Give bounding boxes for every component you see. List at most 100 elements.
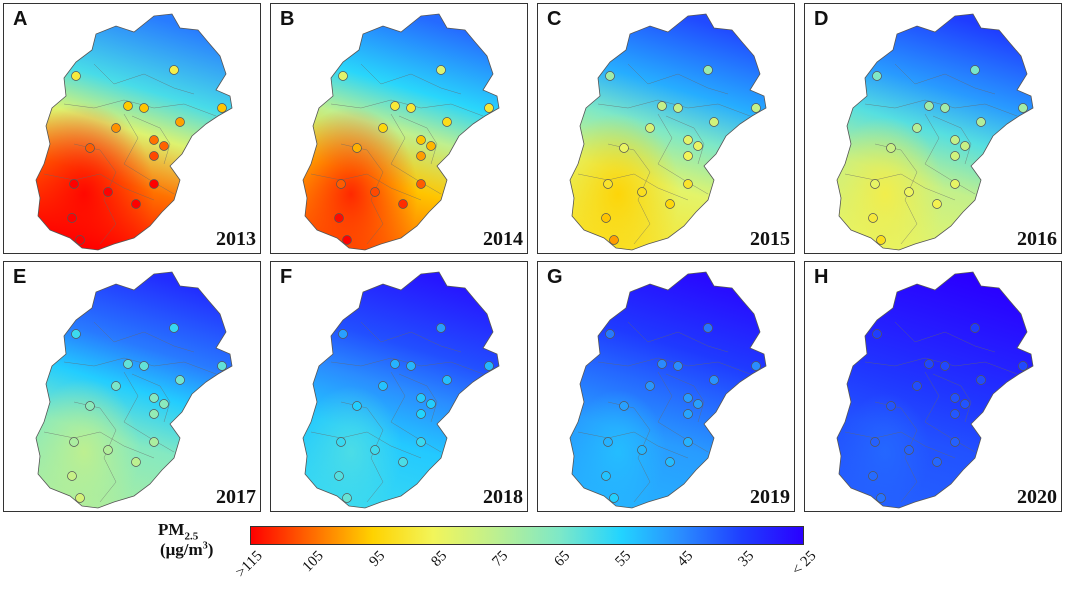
monitoring-site-marker [637,445,647,455]
monitoring-site-marker [940,361,950,371]
scale-tick-label: 55 [612,548,635,570]
monitoring-site-marker [416,409,426,419]
monitoring-site-marker [75,235,85,245]
scale-tick-label: 35 [735,548,758,570]
monitoring-site-marker [334,471,344,481]
monitoring-site-marker [703,65,713,75]
monitoring-site-marker [149,135,159,145]
monitoring-site-marker [603,179,613,189]
monitoring-site-marker [950,393,960,403]
monitoring-site-marker [912,381,922,391]
pm25-map [35,271,233,509]
monitoring-site-marker [334,213,344,223]
monitoring-site-marker [416,393,426,403]
monitoring-site-marker [370,445,380,455]
monitoring-site-marker [71,329,81,339]
monitoring-site-marker [217,103,227,113]
map-panel-f: F 2018 [270,261,528,512]
monitoring-site-marker [601,213,611,223]
monitoring-site-marker [940,103,950,113]
monitoring-site-marker [378,381,388,391]
monitoring-site-marker [645,381,655,391]
monitoring-site-marker [683,151,693,161]
monitoring-site-marker [976,375,986,385]
monitoring-site-marker [149,437,159,447]
monitoring-site-marker [960,399,970,409]
monitoring-site-marker [886,401,896,411]
monitoring-site-marker [868,471,878,481]
monitoring-site-marker [970,323,980,333]
monitoring-site-marker [619,143,629,153]
monitoring-site-marker [1018,103,1028,113]
monitoring-site-marker [390,101,400,111]
monitoring-site-marker [950,135,960,145]
monitoring-site-marker [484,361,494,371]
monitoring-site-marker [75,493,85,503]
pm25-map [302,271,500,509]
panel-letter: D [814,8,829,30]
monitoring-site-marker [406,103,416,113]
scale-tick-label: < 25 [788,548,820,579]
map-panel-e: E 2017 [3,261,261,512]
monitoring-site-marker [709,375,719,385]
monitoring-site-marker [123,359,133,369]
monitoring-site-marker [751,103,761,113]
scale-tick-label: 45 [674,548,697,570]
monitoring-site-marker [609,493,619,503]
monitoring-site-marker [131,457,141,467]
panel-year: 2013 [216,228,256,250]
monitoring-site-marker [426,141,436,151]
color-scale-bar [250,526,804,545]
monitoring-site-marker [442,117,452,127]
monitoring-site-marker [950,409,960,419]
monitoring-site-marker [352,401,362,411]
monitoring-site-marker [71,71,81,81]
panel-letter: C [547,8,562,30]
monitoring-site-marker [609,235,619,245]
panel-letter: F [280,266,293,288]
monitoring-site-marker [904,187,914,197]
map-panel-c: C 2015 [537,3,795,254]
monitoring-site-marker [169,65,179,75]
panel-year: 2020 [1017,486,1057,508]
monitoring-site-marker [416,135,426,145]
pm25-map [302,13,500,251]
panel-year: 2017 [216,486,256,508]
panel-year: 2016 [1017,228,1057,250]
panel-year: 2014 [483,228,523,250]
monitoring-site-marker [665,199,675,209]
monitoring-site-marker [436,65,446,75]
monitoring-site-marker [342,235,352,245]
monitoring-site-marker [703,323,713,333]
pm25-map [569,271,767,509]
monitoring-site-marker [950,437,960,447]
monitoring-site-marker [426,399,436,409]
monitoring-site-marker [67,213,77,223]
monitoring-site-marker [683,179,693,189]
scale-tick-label: 75 [489,548,512,570]
monitoring-site-marker [683,393,693,403]
monitoring-site-marker [338,329,348,339]
monitoring-site-marker [416,437,426,447]
scale-tick-label: >115 [232,548,266,581]
monitoring-site-marker [169,323,179,333]
map-panel-g: G 2019 [537,261,795,512]
monitoring-site-marker [868,213,878,223]
monitoring-site-marker [683,437,693,447]
map-panel-b: B 2014 [270,3,528,254]
monitoring-site-marker [390,359,400,369]
scale-tick-label: 105 [299,548,327,576]
scale-tick-label: 85 [428,548,450,570]
map-panel-d: D 2016 [804,3,1062,254]
monitoring-site-marker [619,401,629,411]
panel-letter: G [547,266,563,288]
monitoring-site-marker [645,123,655,133]
monitoring-site-marker [872,329,882,339]
monitoring-site-marker [103,445,113,455]
monitoring-site-marker [111,381,121,391]
monitoring-site-marker [924,101,934,111]
monitoring-site-marker [673,361,683,371]
monitoring-site-marker [976,117,986,127]
monitoring-site-marker [149,151,159,161]
monitoring-site-marker [605,329,615,339]
